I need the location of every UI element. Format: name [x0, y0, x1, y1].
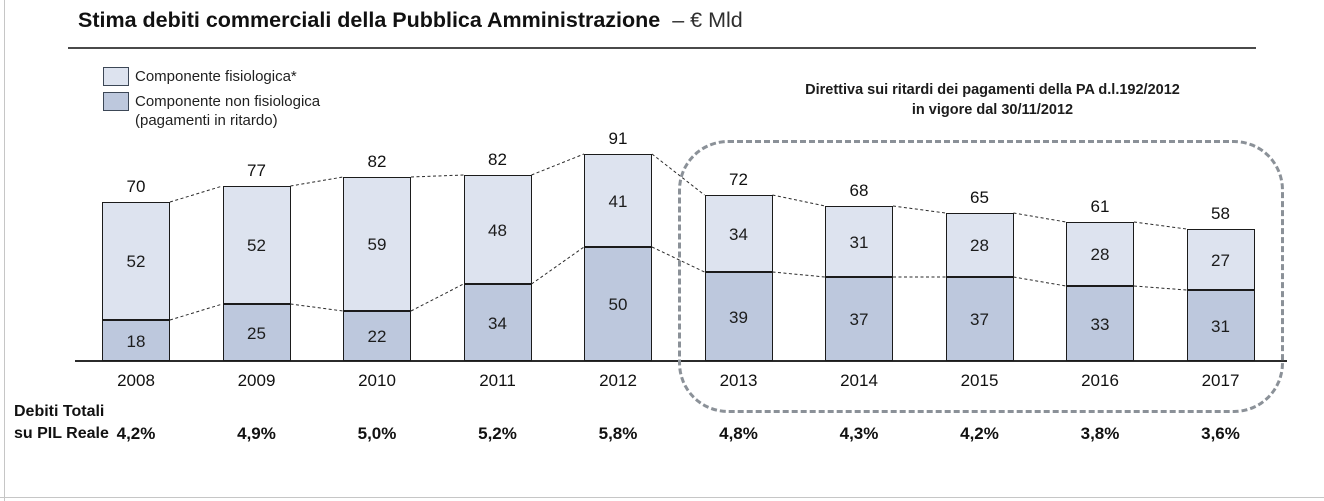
page-title: Stima debiti commerciali della Pubblica …	[78, 8, 743, 33]
bar-segment-non-fisiologica: 34	[463, 284, 532, 361]
bar-total-label: 58	[1211, 204, 1230, 223]
bar-total-label: 65	[970, 188, 989, 207]
x-axis-label: 2010	[358, 371, 396, 390]
trend-connector-line	[772, 194, 826, 207]
bar-segment-fisiologica: 28	[1066, 222, 1134, 286]
trend-connector-line	[1013, 212, 1067, 223]
slide-left-border	[4, 0, 5, 501]
x-axis-label: 2011	[479, 371, 516, 390]
bar-segment-non-fisiologica: 39	[704, 272, 773, 361]
pil-percentage: 4,2%	[960, 424, 999, 443]
pil-percentage: 4,2%	[116, 424, 156, 443]
directive-annotation: Direttiva sui ritardi dei pagamenti dell…	[700, 80, 1285, 120]
legend-label-non-fisiologica: Componente non fisiologica (pagamenti in…	[135, 92, 320, 130]
legend-item-fisiologica: Componente fisiologica*	[103, 67, 320, 86]
page-title-unit: – € Mld	[672, 8, 743, 32]
bar-total-label: 77	[247, 161, 266, 180]
bar-total-label: 70	[126, 177, 146, 196]
bar-total-label: 82	[488, 150, 507, 169]
x-axis-label: 2015	[960, 371, 999, 390]
directive-annotation-line1: Direttiva sui ritardi dei pagamenti dell…	[805, 82, 1180, 98]
trend-connector-line	[892, 205, 946, 214]
pil-row-label-line2: su PIL Reale	[14, 425, 109, 442]
legend-label-fisiologica: Componente fisiologica*	[135, 68, 297, 85]
pil-percentage: 3,8%	[1080, 424, 1120, 443]
bar-total-label: 91	[608, 129, 628, 148]
bar-segment-non-fisiologica: 31	[1186, 290, 1255, 361]
pil-percentage: 4,8%	[719, 424, 758, 443]
trend-connector-line	[290, 176, 344, 187]
trend-connector-line	[169, 185, 223, 203]
trend-connector-line	[531, 153, 585, 176]
bar-segment-fisiologica: 27	[1186, 229, 1255, 290]
legend-swatch-non-fisiologica-icon	[103, 92, 129, 111]
bar-total-label: 82	[367, 152, 387, 171]
bar-total-label: 72	[729, 170, 748, 189]
bar-segment-fisiologica: 52	[222, 186, 291, 304]
x-axis-label: 2013	[719, 371, 758, 390]
x-axis-label: 2014	[840, 371, 878, 390]
bar-segment-non-fisiologica: 37	[945, 277, 1014, 361]
trend-connector-line	[290, 303, 344, 312]
pil-row-label-line1: Debiti Totali	[14, 403, 105, 420]
bar-segment-non-fisiologica: 37	[825, 277, 893, 361]
directive-annotation-line2: in vigore dal 30/11/2012	[911, 102, 1074, 118]
trend-connector-line	[1133, 221, 1187, 230]
legend-swatch-fisiologica-icon	[103, 67, 129, 86]
x-axis-label: 2008	[117, 371, 155, 390]
bar-segment-fisiologica: 31	[825, 206, 893, 277]
bar-segment-fisiologica: 48	[463, 175, 532, 284]
bar-total-label: 61	[1090, 197, 1110, 216]
pil-percentage: 5,8%	[598, 424, 638, 443]
page-title-main: Stima debiti commerciali della Pubblica …	[78, 8, 661, 32]
x-axis-label: 2017	[1201, 371, 1240, 390]
bar-total-label: 68	[849, 181, 869, 200]
bar-segment-non-fisiologica: 18	[102, 320, 170, 361]
slide-bottom-border	[0, 497, 1324, 498]
x-axis	[75, 360, 1287, 362]
title-rule	[68, 47, 1256, 49]
bar-segment-fisiologica: 59	[343, 177, 411, 311]
trend-connector-line	[169, 303, 223, 321]
pil-percentage: 3,6%	[1201, 424, 1240, 443]
x-axis-label: 2009	[237, 371, 276, 390]
legend-label-non-fisiologica-line2: (pagamenti in ritardo)	[135, 112, 278, 129]
legend-item-non-fisiologica: Componente non fisiologica (pagamenti in…	[103, 92, 320, 130]
bar-segment-non-fisiologica: 50	[584, 247, 652, 361]
trend-connector-line	[1013, 276, 1067, 287]
bar-segment-fisiologica: 28	[945, 213, 1014, 277]
legend-label-non-fisiologica-line1: Componente non fisiologica	[135, 93, 321, 110]
bar-segment-non-fisiologica: 25	[222, 304, 291, 361]
bar-segment-fisiologica: 52	[102, 202, 170, 320]
pil-percentage: 5,2%	[478, 424, 517, 443]
chart-legend: Componente fisiologica* Componente non f…	[103, 67, 320, 136]
bar-segment-non-fisiologica: 33	[1066, 286, 1134, 361]
pil-row-label: Debiti Totali su PIL Reale	[14, 401, 109, 445]
trend-connector-line	[410, 283, 464, 312]
pil-percentage: 5,0%	[357, 424, 397, 443]
bar-segment-fisiologica: 34	[704, 195, 773, 272]
bar-segment-fisiologica: 41	[584, 154, 652, 247]
pil-percentage: 4,3%	[839, 424, 879, 443]
bar-segment-non-fisiologica: 22	[343, 311, 411, 361]
x-axis-label: 2016	[1081, 371, 1119, 390]
x-axis-label: 2012	[599, 371, 637, 390]
pil-percentage: 4,9%	[237, 424, 276, 443]
